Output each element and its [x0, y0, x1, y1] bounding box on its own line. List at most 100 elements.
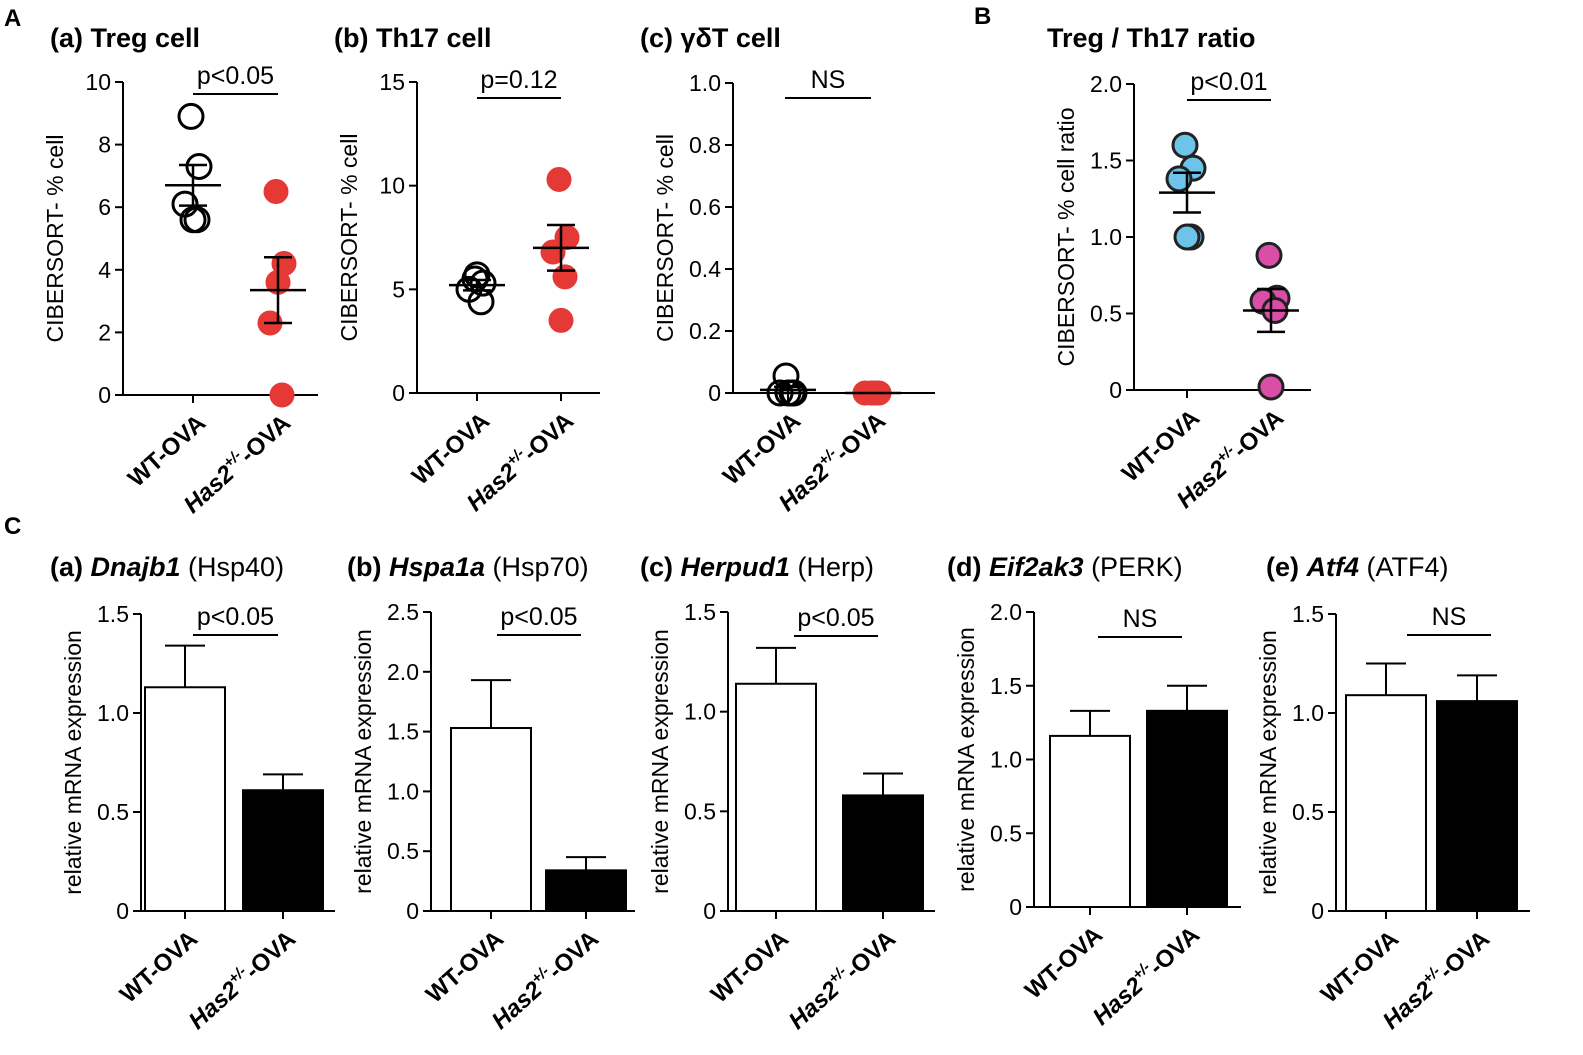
bar	[1436, 700, 1518, 912]
data-point	[177, 102, 205, 130]
y-tick-label: 2.0	[990, 599, 1022, 625]
y-tick-label: 0	[708, 380, 721, 406]
y-tick-label: 1.0	[97, 700, 129, 726]
y-tick-label: 1.5	[684, 599, 716, 625]
y-tick-label: 1.5	[1090, 148, 1122, 174]
panel-letter-b: B	[974, 3, 991, 30]
data-point	[1171, 131, 1199, 159]
chart-C-d: (d) Eif2ak3 (PERK) 0 0.5 1.0 1.5 2.0 relative …	[947, 552, 1241, 1031]
y-tick-label: 1.5	[990, 673, 1022, 699]
chart-title: (c) Herpud1 (Herp)	[640, 552, 874, 582]
bar	[144, 686, 226, 913]
bar	[735, 682, 817, 913]
y-tick-label: 1.0	[684, 699, 716, 725]
x-tick-label: WT-OVA	[718, 407, 806, 490]
chart-title: (d) Eif2ak3 (PERK)	[947, 552, 1183, 582]
chart-C-c: (c) Herpud1 (Herp) 0 0.5 1.0 1.5 relative mRN…	[640, 552, 935, 1035]
y-tick-label: 0.8	[689, 132, 721, 158]
y-tick-label: 1.0	[990, 747, 1022, 773]
data-point	[552, 264, 578, 290]
y-tick-label: 2.0	[1090, 71, 1122, 97]
chart-title: (b) Th17 cell	[334, 23, 492, 53]
y-tick-label: 0	[116, 898, 129, 924]
y-tick-label: 0.5	[1090, 301, 1122, 327]
chart-title: (b) Hspa1a (Hsp70)	[347, 552, 589, 582]
y-tick-label: 0.5	[1292, 799, 1324, 825]
y-tick-label: 0.5	[97, 799, 129, 825]
chart-title: Treg / Th17 ratio	[1047, 23, 1256, 53]
data-point	[269, 382, 295, 408]
bar	[450, 727, 532, 913]
y-tick-label: 0	[703, 898, 716, 924]
y-axis-label: relative mRNA expression	[1255, 630, 1281, 895]
bar	[242, 789, 324, 912]
bar	[1049, 734, 1131, 909]
y-axis-label: relative mRNA expression	[647, 629, 673, 894]
charts-layer: (a) Treg cell 0 2 4 6 8 10 CIBERSORT- % cell WT-…	[42, 23, 1530, 1035]
y-tick-label: 4	[98, 257, 111, 283]
y-tick-label: 8	[98, 132, 111, 158]
significance-label: NS	[811, 66, 846, 94]
significance-label: p=0.12	[480, 66, 557, 94]
data-point	[1255, 241, 1283, 269]
bar	[1146, 709, 1228, 909]
chart-title: (c) γδT cell	[640, 23, 781, 53]
significance-label: p<0.05	[797, 604, 874, 632]
x-tick-label: WT-OVA	[115, 925, 203, 1008]
data-point	[179, 206, 207, 234]
data-point	[469, 269, 497, 297]
x-tick-label: Has2+/--OVA	[1086, 920, 1205, 1031]
y-tick-label: 1.5	[97, 601, 129, 627]
y-tick-label: 1.0	[387, 778, 419, 804]
x-tick-label: WT-OVA	[706, 925, 794, 1008]
y-tick-label: 2	[98, 319, 111, 345]
chart-C-b: (b) Hspa1a (Hsp70) 0 0.5 1.0 1.5 2.0 2.5 relati…	[347, 552, 635, 1035]
y-tick-label: 0	[406, 898, 419, 924]
y-axis-label: relative mRNA expression	[60, 630, 86, 895]
y-axis-label: CIBERSORT- % cell	[336, 134, 362, 342]
y-tick-label: 0.4	[689, 256, 721, 282]
y-tick-label: 0.5	[990, 820, 1022, 846]
panel-letter-c: C	[4, 513, 21, 540]
significance-label: p<0.01	[1190, 68, 1267, 96]
y-tick-label: 0	[1311, 898, 1324, 924]
y-axis-label: relative mRNA expression	[953, 627, 979, 892]
y-tick-label: 5	[392, 276, 405, 302]
data-point	[185, 153, 213, 181]
y-axis-label: relative mRNA expression	[350, 629, 376, 894]
y-tick-label: 1.5	[1292, 601, 1324, 627]
chart-A-c: (c) γδT cell 0 0.2 0.4 0.6 0.8 1.0 CIBERSORT- %…	[640, 23, 935, 517]
chart-C-a: (a) Dnajb1 (Hsp40) 0 0.5 1.0 1.5 relative mRN…	[50, 552, 335, 1035]
y-tick-label: 0.5	[684, 798, 716, 824]
y-tick-label: 0	[1109, 377, 1122, 403]
y-tick-label: 1.5	[387, 719, 419, 745]
data-point	[540, 239, 566, 265]
x-tick-label: WT-OVA	[421, 925, 509, 1008]
y-tick-label: 15	[379, 69, 405, 95]
significance-label: NS	[1432, 603, 1467, 631]
y-tick-label: 10	[379, 173, 405, 199]
data-point	[1173, 223, 1201, 251]
data-point	[263, 179, 289, 205]
y-tick-label: 0	[98, 382, 111, 408]
x-tick-label: WT-OVA	[1316, 925, 1404, 1008]
bar	[842, 794, 924, 912]
y-tick-label: 0	[1009, 894, 1022, 920]
data-point	[546, 166, 572, 192]
chart-A-a: (a) Treg cell 0 2 4 6 8 10 CIBERSORT- % cell WT-…	[42, 23, 318, 519]
y-tick-label: 0.6	[689, 194, 721, 220]
y-tick-label: 2.5	[387, 599, 419, 625]
chart-title: (e) Atf4 (ATF4)	[1266, 552, 1449, 582]
chart-title: (a) Dnajb1 (Hsp40)	[50, 552, 284, 582]
y-tick-label: 0.2	[689, 318, 721, 344]
y-tick-label: 0	[392, 380, 405, 406]
significance-label: p<0.05	[500, 603, 577, 631]
significance-label: p<0.05	[197, 603, 274, 631]
y-tick-label: 6	[98, 194, 111, 220]
x-tick-label: WT-OVA	[1020, 921, 1108, 1004]
y-tick-label: 1.0	[1090, 224, 1122, 250]
y-tick-label: 10	[85, 69, 111, 95]
y-tick-label: 0.5	[387, 838, 419, 864]
